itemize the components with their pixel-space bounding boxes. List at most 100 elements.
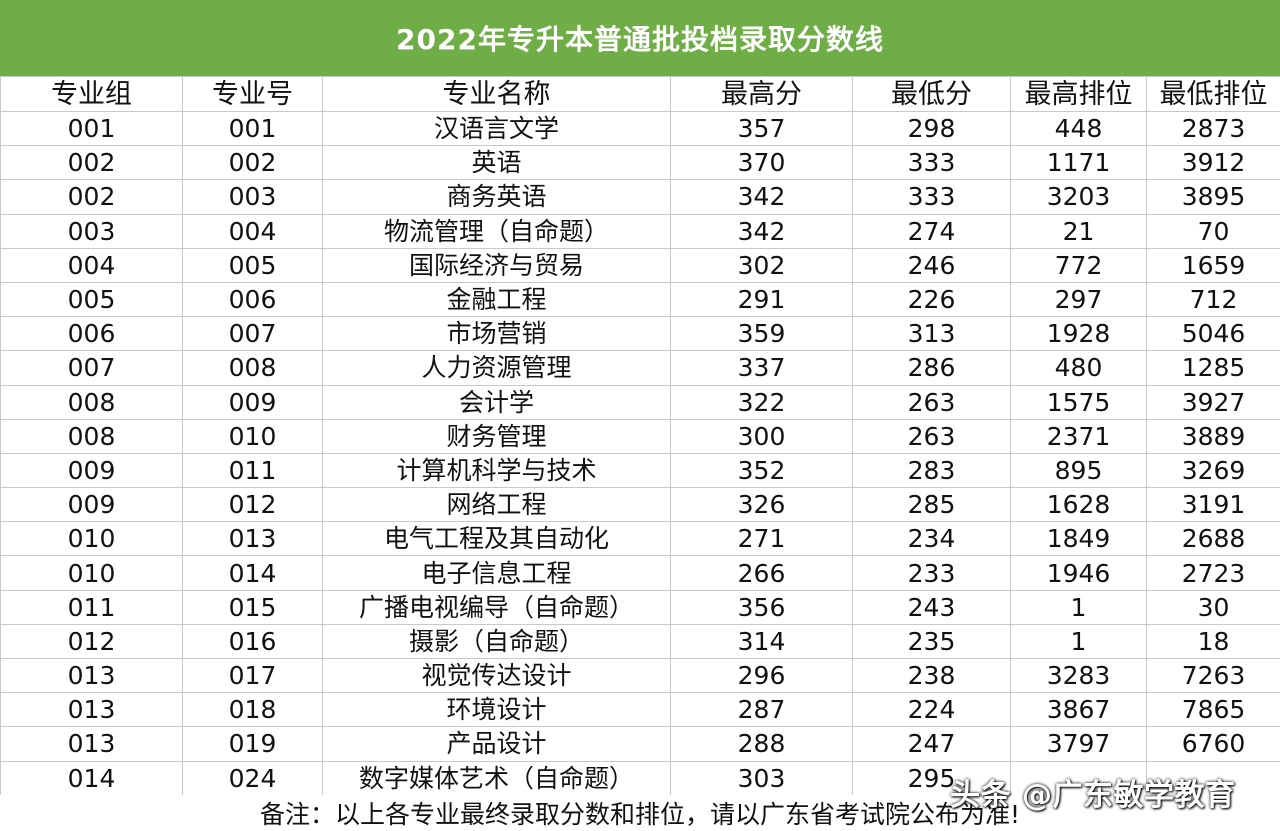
- table-cell: 视觉传达设计: [322, 657, 671, 694]
- table-cell: 342: [670, 179, 853, 215]
- table-cell: 广播电视编导（自命题）: [322, 589, 671, 625]
- table-cell: 5046: [1146, 316, 1280, 352]
- table-cell: 7263: [1146, 657, 1280, 694]
- table-cell: 1171: [1010, 145, 1147, 181]
- table-cell: 283: [852, 452, 1011, 489]
- table-row: 013 018 环境设计 287 224 3867 7865: [0, 692, 1280, 728]
- table-cell: 国际经济与贸易: [322, 247, 671, 283]
- table-cell: 322: [670, 384, 853, 420]
- table-cell: 015: [182, 589, 323, 625]
- table-cell: 18: [1146, 623, 1280, 660]
- table-cell: 1: [1010, 589, 1147, 625]
- table-cell: 337: [670, 350, 853, 386]
- column-header: 专业组: [0, 76, 183, 112]
- table-cell: 3797: [1010, 726, 1147, 762]
- table-cell: 汉语言文学: [322, 110, 671, 147]
- table-cell: 21: [1010, 213, 1147, 249]
- table-cell: 243: [852, 589, 1011, 625]
- table-cell: 008: [0, 418, 183, 454]
- table-cell: 014: [0, 760, 183, 796]
- table-cell: 008: [182, 350, 323, 386]
- table-cell: 7865: [1146, 692, 1280, 728]
- table-cell: 012: [182, 487, 323, 523]
- column-header: 专业号: [182, 76, 323, 112]
- table-cell: 019: [182, 726, 323, 762]
- table-cell: 263: [852, 384, 1011, 420]
- table-cell: 712: [1146, 281, 1280, 318]
- table-cell: 产品设计: [322, 726, 671, 762]
- table-cell: 291: [670, 281, 853, 318]
- table-cell: 326: [670, 487, 853, 523]
- page-title: 2022年专升本普通批投档录取分数线: [0, 0, 1280, 76]
- table-cell: 008: [0, 384, 183, 420]
- table-cell: 246: [852, 247, 1011, 283]
- table-cell: 网络工程: [322, 487, 671, 523]
- column-header: 最高分: [670, 76, 853, 112]
- table-cell: 014: [182, 555, 323, 591]
- table-cell: 271: [670, 521, 853, 557]
- watermark: 头条 @广东敏学教育: [950, 778, 1236, 813]
- table-cell: 287: [670, 692, 853, 728]
- table-cell: 006: [0, 316, 183, 352]
- table-row: 008 009 会计学 322 263 1575 3927: [0, 384, 1280, 420]
- table-cell: 3191: [1146, 487, 1280, 523]
- table-header-row: 专业组 专业号 专业名称 最高分 最低分 最高排位 最低排位: [0, 76, 1280, 112]
- table-cell: 英语: [322, 145, 671, 181]
- table-cell: 895: [1010, 452, 1147, 489]
- table-cell: 3203: [1010, 179, 1147, 215]
- table-cell: 234: [852, 521, 1011, 557]
- table-row: 010 013 电气工程及其自动化 271 234 1849 2688: [0, 521, 1280, 557]
- table-cell: 011: [182, 452, 323, 489]
- column-header: 最低分: [852, 76, 1011, 112]
- table-cell: [1146, 760, 1280, 796]
- table-cell: 448: [1010, 110, 1147, 147]
- footnote: 备注：以上各专业最终录取分数和排位，请以广东省考试院公布为准!: [0, 795, 1280, 831]
- table-cell: [1010, 760, 1147, 796]
- table-cell: 010: [0, 521, 183, 557]
- table-cell: 003: [0, 213, 183, 249]
- table-cell: 013: [0, 692, 183, 728]
- table-cell: 2723: [1146, 555, 1280, 591]
- table-row: 011 015 广播电视编导（自命题） 356 243 1 30: [0, 589, 1280, 625]
- column-header: 最低排位: [1146, 76, 1280, 112]
- table-cell: 300: [670, 418, 853, 454]
- table-cell: 017: [182, 657, 323, 694]
- table-cell: 013: [0, 726, 183, 762]
- score-table: 专业组 专业号 专业名称 最高分 最低分 最高排位 最低排位 001 001 汉语言文学 357 2…: [0, 76, 1280, 796]
- table-cell: 002: [182, 145, 323, 181]
- table-cell: 3912: [1146, 145, 1280, 181]
- table-row: 010 014 电子信息工程 266 233 1946 2723: [0, 555, 1280, 591]
- table-cell: 1928: [1010, 316, 1147, 352]
- table-cell: 001: [0, 110, 183, 147]
- table-row: 014 024 数字媒体艺术（自命题） 303 295: [0, 760, 1280, 796]
- table-cell: 370: [670, 145, 853, 181]
- table-cell: 004: [0, 247, 183, 283]
- table-cell: 007: [182, 316, 323, 352]
- table-cell: 1946: [1010, 555, 1147, 591]
- table-cell: 1: [1010, 623, 1147, 660]
- table-cell: 009: [0, 452, 183, 489]
- table-cell: 302: [670, 247, 853, 283]
- table-cell: 2371: [1010, 418, 1147, 454]
- table-cell: 005: [182, 247, 323, 283]
- table-cell: 物流管理（自命题）: [322, 213, 671, 249]
- table-cell: 010: [0, 555, 183, 591]
- table-row: 002 002 英语 370 333 1171 3912: [0, 145, 1280, 181]
- table-cell: 238: [852, 657, 1011, 694]
- table-cell: 商务英语: [322, 179, 671, 215]
- table-cell: 3283: [1010, 657, 1147, 694]
- table-row: 006 007 市场营销 359 313 1928 5046: [0, 316, 1280, 352]
- table-row: 008 010 财务管理 300 263 2371 3889: [0, 418, 1280, 454]
- table-cell: 011: [0, 589, 183, 625]
- table-cell: 342: [670, 213, 853, 249]
- table-row: 009 012 网络工程 326 285 1628 3191: [0, 487, 1280, 523]
- table-row: 004 005 国际经济与贸易 302 246 772 1659: [0, 247, 1280, 283]
- table-cell: 352: [670, 452, 853, 489]
- table-cell: 001: [182, 110, 323, 147]
- table-cell: 005: [0, 281, 183, 318]
- table-cell: 012: [0, 623, 183, 660]
- table-cell: 1628: [1010, 487, 1147, 523]
- table-cell: 002: [0, 145, 183, 181]
- table-cell: 235: [852, 623, 1011, 660]
- table-cell: 1285: [1146, 350, 1280, 386]
